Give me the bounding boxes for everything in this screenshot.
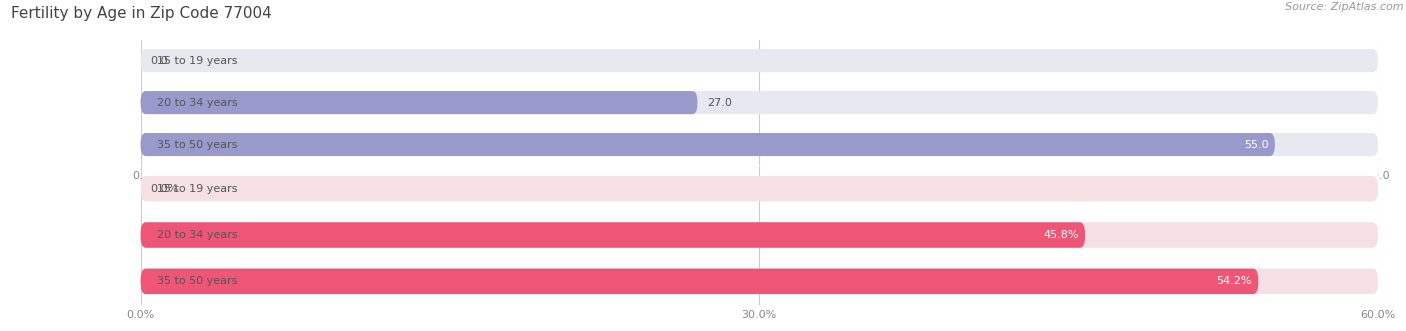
Text: 54.2%: 54.2% bbox=[1216, 276, 1253, 286]
Text: Fertility by Age in Zip Code 77004: Fertility by Age in Zip Code 77004 bbox=[11, 6, 271, 21]
Text: 15 to 19 years: 15 to 19 years bbox=[156, 184, 238, 194]
FancyBboxPatch shape bbox=[141, 176, 1378, 201]
Text: 45.8%: 45.8% bbox=[1043, 230, 1078, 240]
Text: 15 to 19 years: 15 to 19 years bbox=[156, 56, 238, 66]
FancyBboxPatch shape bbox=[141, 222, 1085, 248]
Text: 0.0: 0.0 bbox=[150, 56, 169, 66]
FancyBboxPatch shape bbox=[141, 269, 1378, 294]
FancyBboxPatch shape bbox=[141, 133, 1275, 156]
Text: 55.0: 55.0 bbox=[1244, 140, 1268, 150]
Text: 35 to 50 years: 35 to 50 years bbox=[156, 140, 238, 150]
FancyBboxPatch shape bbox=[141, 269, 1258, 294]
Text: 35 to 50 years: 35 to 50 years bbox=[156, 276, 238, 286]
FancyBboxPatch shape bbox=[141, 222, 1378, 248]
Text: 20 to 34 years: 20 to 34 years bbox=[156, 98, 238, 108]
Text: 0.0%: 0.0% bbox=[150, 184, 179, 194]
FancyBboxPatch shape bbox=[141, 49, 1378, 72]
FancyBboxPatch shape bbox=[141, 91, 697, 114]
FancyBboxPatch shape bbox=[141, 91, 1378, 114]
Text: Source: ZipAtlas.com: Source: ZipAtlas.com bbox=[1285, 2, 1403, 12]
Text: 20 to 34 years: 20 to 34 years bbox=[156, 230, 238, 240]
Text: 27.0: 27.0 bbox=[707, 98, 733, 108]
FancyBboxPatch shape bbox=[141, 133, 1378, 156]
